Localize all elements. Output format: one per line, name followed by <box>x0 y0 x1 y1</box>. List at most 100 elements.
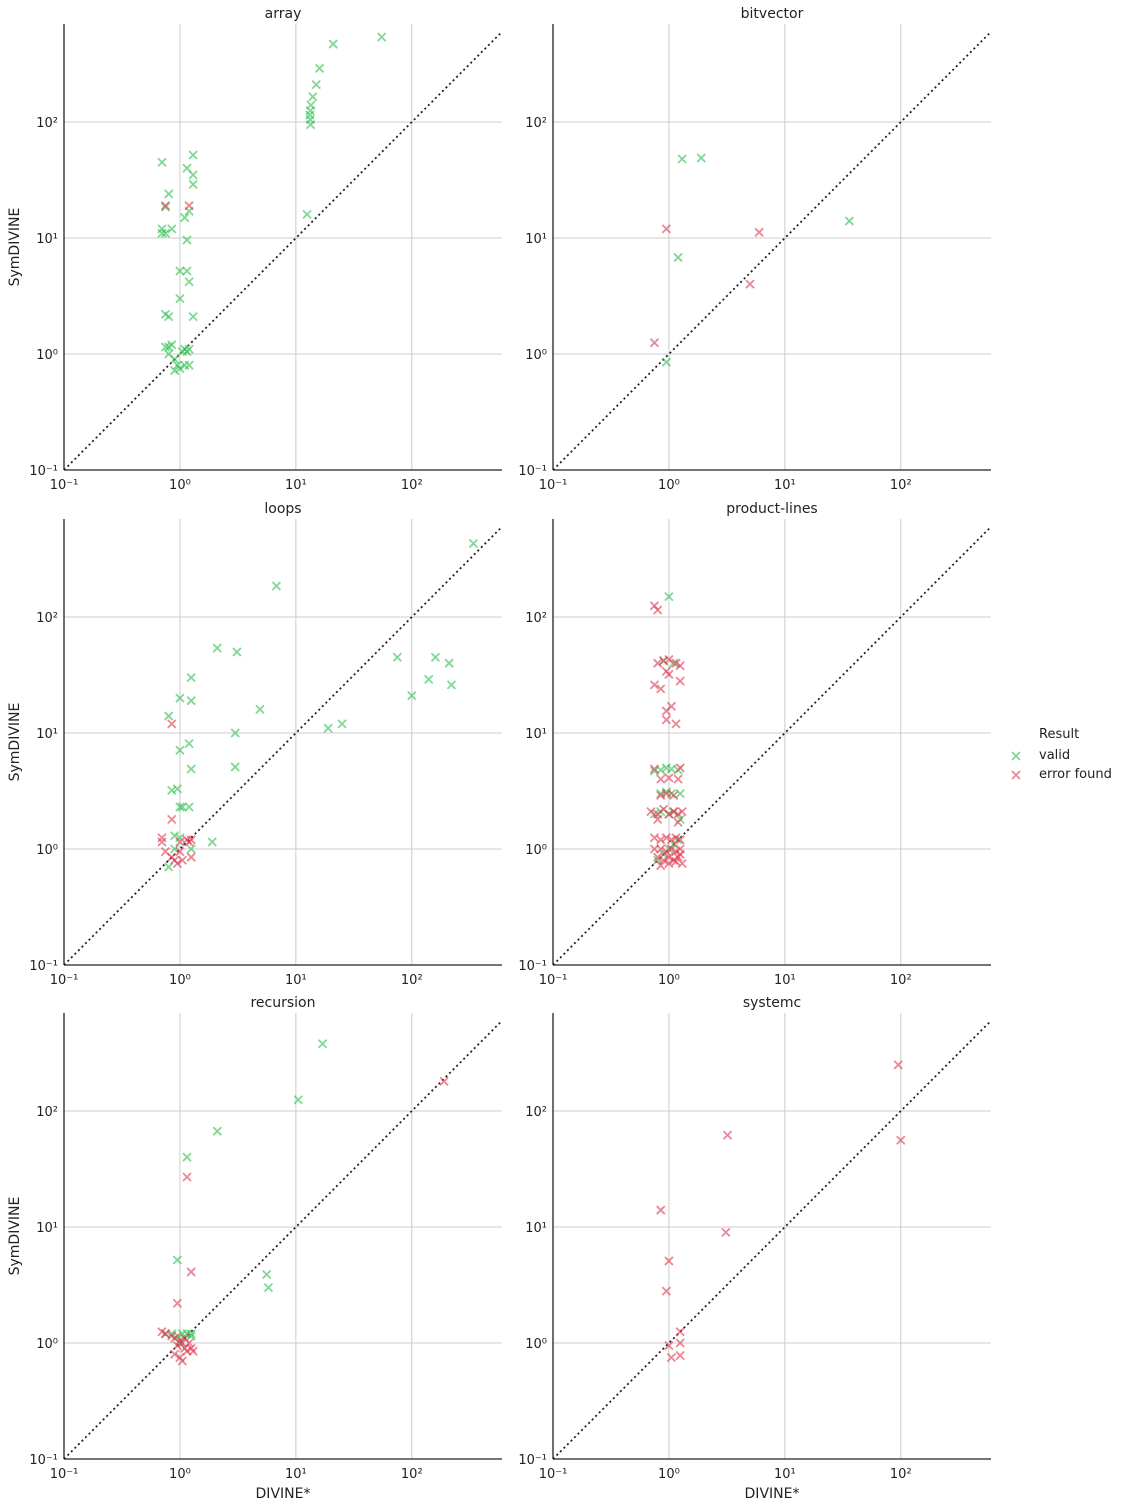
data-point <box>664 773 674 783</box>
data-point <box>666 844 677 854</box>
data-point <box>675 789 685 799</box>
data-point <box>656 790 666 801</box>
series-error-found <box>157 719 196 869</box>
data-point <box>167 785 177 796</box>
panel-systemc: 10⁻¹10⁻¹ 10⁰ 10⁰ 10¹ 10¹ 10² 10² systemc DIVINE* <box>518 995 992 1502</box>
data-point <box>186 1329 196 1339</box>
data-point <box>675 849 685 859</box>
reference-line <box>552 526 992 966</box>
data-point <box>177 802 188 812</box>
data-point <box>184 738 194 749</box>
data-point <box>177 1338 188 1348</box>
panel-recursion: 10⁻¹10⁻¹ 10⁰ 10⁰ 10¹ 10¹ 10² 10² recursion DIVIN… <box>7 995 503 1502</box>
grid <box>553 519 991 965</box>
panel-bitvector: 10⁻¹10⁻¹ 10⁰ 10⁰ 10¹ 10¹ 10² 10² bitvector <box>518 6 992 493</box>
y-tick-label: 10¹ <box>525 232 547 247</box>
x-tick-label: 10⁰ <box>658 973 680 988</box>
data-point <box>661 1286 671 1296</box>
data-point <box>653 658 663 668</box>
data-point <box>230 728 240 738</box>
data-point <box>669 790 679 801</box>
y-tick-label: 10⁻¹ <box>29 959 58 974</box>
reference-line <box>63 1020 503 1460</box>
data-point <box>661 357 671 367</box>
data-point <box>649 338 660 348</box>
data-point <box>392 652 402 662</box>
series-error-found <box>656 1060 906 1363</box>
x-tick-label: 10¹ <box>285 478 307 493</box>
data-point <box>186 844 196 854</box>
x-tick-label: 10⁻¹ <box>539 478 568 493</box>
data-point <box>184 201 194 211</box>
data-point <box>186 1267 196 1277</box>
reference-line <box>63 526 503 966</box>
data-point <box>745 279 755 289</box>
reference-line <box>552 31 992 471</box>
x-tick-label: 10¹ <box>285 973 307 988</box>
y-tick-label: 10¹ <box>36 727 58 742</box>
data-point <box>160 202 171 212</box>
panel-title: recursion <box>250 995 315 1011</box>
data-point <box>661 715 671 725</box>
data-point <box>186 696 196 706</box>
y-tick-label: 10⁰ <box>36 1337 58 1352</box>
x-tick-label: 10⁰ <box>169 478 191 493</box>
data-point <box>302 209 312 219</box>
data-point <box>207 837 217 847</box>
data-point <box>169 1349 180 1359</box>
data-point <box>893 1060 903 1070</box>
x-axis-label: DIVINE* <box>256 1486 311 1502</box>
data-point <box>673 774 683 784</box>
data-point <box>649 764 660 774</box>
y-axis-label: SymDIVINE <box>7 1197 23 1276</box>
data-point <box>186 835 196 845</box>
series-valid <box>160 1039 328 1348</box>
panel-product-lines: 10⁻¹10⁻¹ 10⁰ 10⁰ 10¹ 10¹ 10² 10² product-lines <box>518 501 992 988</box>
series-error-found <box>157 1076 449 1366</box>
legend-marker-error-found <box>1011 770 1021 780</box>
data-point <box>255 704 265 714</box>
x-tick-label: 10² <box>890 478 912 493</box>
data-point <box>424 674 434 685</box>
data-point <box>653 814 663 825</box>
panel-title: systemc <box>743 995 801 1011</box>
data-point <box>175 802 185 812</box>
data-point <box>673 817 683 827</box>
data-point <box>230 762 240 772</box>
x-tick-label: 10⁰ <box>169 1467 191 1482</box>
data-point <box>754 227 764 237</box>
data-point <box>430 652 441 662</box>
series-valid <box>661 153 854 367</box>
y-tick-label: 10² <box>525 1105 547 1120</box>
y-tick-label: 10⁰ <box>525 1337 547 1352</box>
data-point <box>439 1076 449 1087</box>
y-axis-label: SymDIVINE <box>7 703 23 782</box>
data-point <box>328 39 338 49</box>
data-point <box>323 723 333 733</box>
y-tick-label: 10² <box>36 611 58 626</box>
data-point <box>661 224 671 234</box>
data-point <box>184 344 194 354</box>
data-point <box>175 294 185 304</box>
panel-title: product-lines <box>726 501 817 517</box>
data-point <box>212 1126 222 1136</box>
data-point <box>664 1256 674 1266</box>
legend-marker-valid <box>1011 751 1021 761</box>
data-point <box>186 673 196 683</box>
data-point <box>677 858 687 869</box>
x-tick-label: 10² <box>890 973 912 988</box>
x-tick-label: 10⁰ <box>169 973 191 988</box>
data-point <box>661 706 671 716</box>
grid <box>64 1013 502 1459</box>
data-point <box>677 154 687 164</box>
y-tick-label: 10⁻¹ <box>29 1453 58 1468</box>
data-point <box>160 1329 171 1339</box>
data-point <box>317 1039 328 1049</box>
data-point <box>182 266 192 276</box>
y-tick-label: 10² <box>525 611 547 626</box>
data-point <box>184 360 194 370</box>
legend: Result valid error found <box>1011 727 1112 782</box>
data-point <box>675 1338 685 1348</box>
data-point <box>184 277 194 287</box>
y-tick-label: 10⁻¹ <box>518 959 547 974</box>
